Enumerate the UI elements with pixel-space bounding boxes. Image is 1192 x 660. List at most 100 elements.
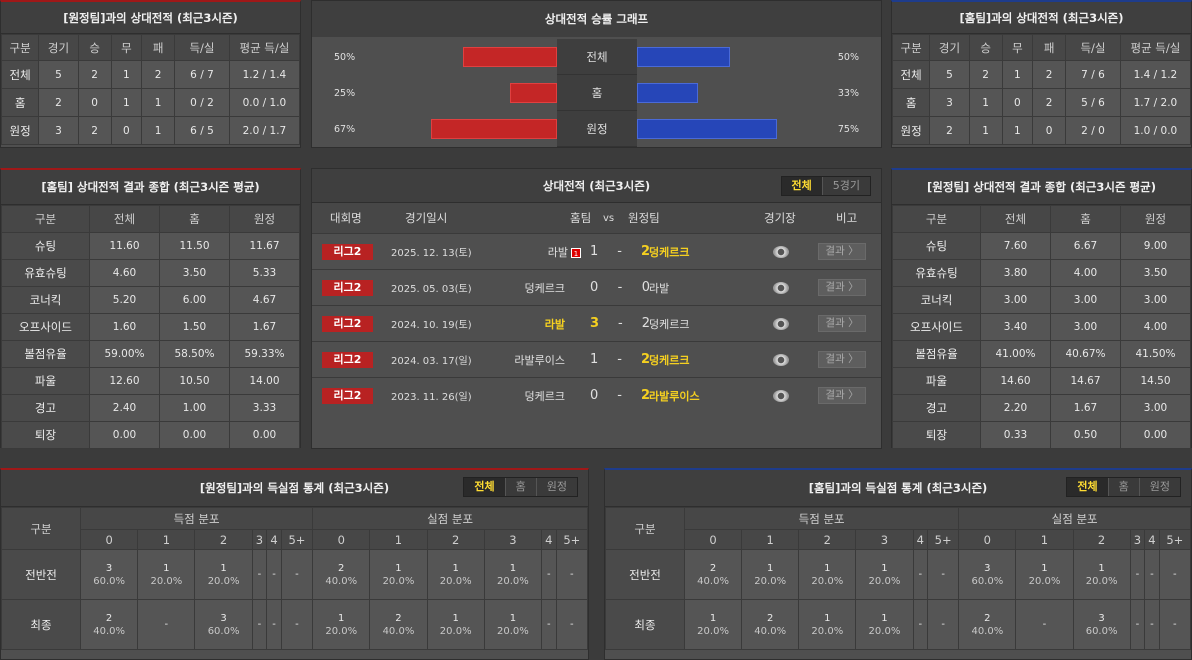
league-badge: 리그2 [322,279,373,296]
cell-value: 1.4 / 1.2 [1119,60,1192,89]
goal-count-header: 5+ [555,529,589,550]
distribution-cell: 1 20.0% [1072,549,1131,600]
cell-value: 41.00% [980,340,1051,368]
score-dash: - [617,388,622,403]
table-row: 최종 1 20.0% 2 40.0% 1 20.0% 1 20.0% - -2 40.0% -3 60.0… [605,599,1192,650]
row-label: 슈팅 [892,232,981,260]
stadium-icon[interactable] [773,245,789,258]
tab-2[interactable]: 원정 [535,478,577,496]
cell-value: 3.50 [159,259,230,287]
tab-1[interactable]: 5경기 [821,177,870,195]
tab-0[interactable]: 전체 [1067,478,1108,496]
stadium-icon[interactable] [773,281,789,294]
title-text: [홈팀]과의 득실점 통계 (최근3시즌) [808,481,988,495]
row-label: 원정 [891,116,931,145]
tab-2[interactable]: 원정 [1138,478,1180,496]
panel-title: [홈팀] 상대전적 결과 종합 (최근3시즌 평균) [1,170,300,205]
cell-value: 3.00 [1050,286,1121,314]
graph-row-0: 50% 전체 50% [312,39,881,75]
result-button[interactable]: 결과 〉 [818,243,866,260]
row-label: 홈 [891,88,931,117]
tab-1[interactable]: 홈 [1107,478,1139,496]
column-header: 경기 [929,34,970,61]
row-label: 오프사이드 [892,313,981,341]
distribution-cell: 2 40.0% [312,549,371,600]
percent: 40.0% [754,625,787,637]
distribution-cell: - [1144,599,1160,650]
percent: 40.0% [325,575,358,587]
cell-value: 0 [77,88,112,117]
distribution-cell: 1 20.0% [194,549,253,600]
match-date: 2023. 11. 26(일) [391,392,472,403]
goal-count-header: 3 [483,529,543,550]
column-header: 승 [968,34,1003,61]
tab-0[interactable]: 전체 [464,478,505,496]
distribution-cell: - [1158,599,1192,650]
score: 0 - 2 [590,388,650,403]
conceded-header: 실점 분포 [958,507,1191,530]
stadium-icon[interactable] [773,317,789,330]
stadium-icon[interactable] [773,353,789,366]
goal-count-header: 2 [1072,529,1131,550]
distribution-cell: - [926,549,960,600]
cell-value: 6 / 7 [174,60,230,89]
score-dash: - [618,316,623,331]
count: - [1150,619,1154,630]
result-button[interactable]: 결과 〉 [818,315,866,332]
right-percent: 50% [837,51,859,63]
match-row: 리그2 2025. 12. 13(토) 라발 1 1-2 덩케르크 결과 〉 [312,233,881,269]
col-date: 경기일시 [405,211,448,225]
away-score: 0 [641,280,650,295]
cell-value: 0 [1032,116,1067,145]
away-team: 덩케르크 [649,245,690,259]
stadium-icon[interactable] [773,389,789,402]
match-row: 리그2 2023. 11. 26(일) 덩케르크 0 - 2 라발루이스 결과 〉 [312,377,881,413]
distribution-cell: 2 40.0% [79,599,139,650]
count: - [941,619,945,630]
result-button[interactable]: 결과 〉 [818,351,866,368]
goal-count-header: 4 [541,529,557,550]
cell-value: 5 / 6 [1065,88,1121,117]
col-stadium: 경기장 [764,211,796,225]
home-score: 1 [590,352,599,367]
away-goals-table: 구분 득점 분포 실점 분포 0 1 2 3 4 5+ 0 1 2 3 4 5+ 전반전 3 60.0% 1 20.0… [1,507,589,650]
right-win-bar [637,119,777,139]
home-score: 3 [590,316,600,331]
tab-0[interactable]: 전체 [781,177,822,195]
distribution-cell: 3 60.0% [194,599,253,650]
conceded-header: 실점 분포 [312,507,588,530]
row-label: 전체 [0,60,40,89]
row-label: 볼점유율 [892,340,981,368]
distribution-cell: 1 20.0% [369,549,428,600]
cell-value: 12.60 [89,367,160,395]
score: 1 - 2 [590,352,650,367]
cell-value: 1 [141,116,176,145]
result-button[interactable]: 결과 〉 [818,279,866,296]
label-header: 구분 [605,507,685,550]
red-card-icon: 1 [571,247,581,258]
goal-count-header: 3 [1129,529,1146,550]
percent: 40.0% [697,575,729,587]
panel-title: [원정팀]과의 득실점 통계 (최근3시즌) 전체 홈 원정 [1,470,588,507]
result-button[interactable]: 결과 〉 [818,387,866,404]
away-team: 덩케르크 [649,317,690,331]
distribution-cell: 1 20.0% [683,599,743,650]
left-win-bar [463,47,557,67]
col-league: 대회명 [330,211,362,225]
left-percent: 25% [334,87,356,99]
home-team: 라발루이스 [514,352,565,368]
cell-value: 3.00 [1050,313,1121,341]
cell-value: 1 [141,88,176,117]
tab-1[interactable]: 홈 [504,478,536,496]
cell-value: 14.00 [229,367,300,395]
count: 1 [452,562,459,574]
home-team: 덩케르크 [525,280,565,296]
distribution-cell: 3 60.0% [958,549,1017,600]
cell-value: 2 [929,116,970,145]
cell-value: 2 [968,60,1003,89]
cell-value: 3.33 [229,394,300,422]
cell-value: 5 [38,60,79,89]
home-team: 덩케르크 [525,388,565,404]
title-text: 상대전적 (최근3시즌) [542,178,651,193]
score: 1 - 2 [590,244,650,259]
